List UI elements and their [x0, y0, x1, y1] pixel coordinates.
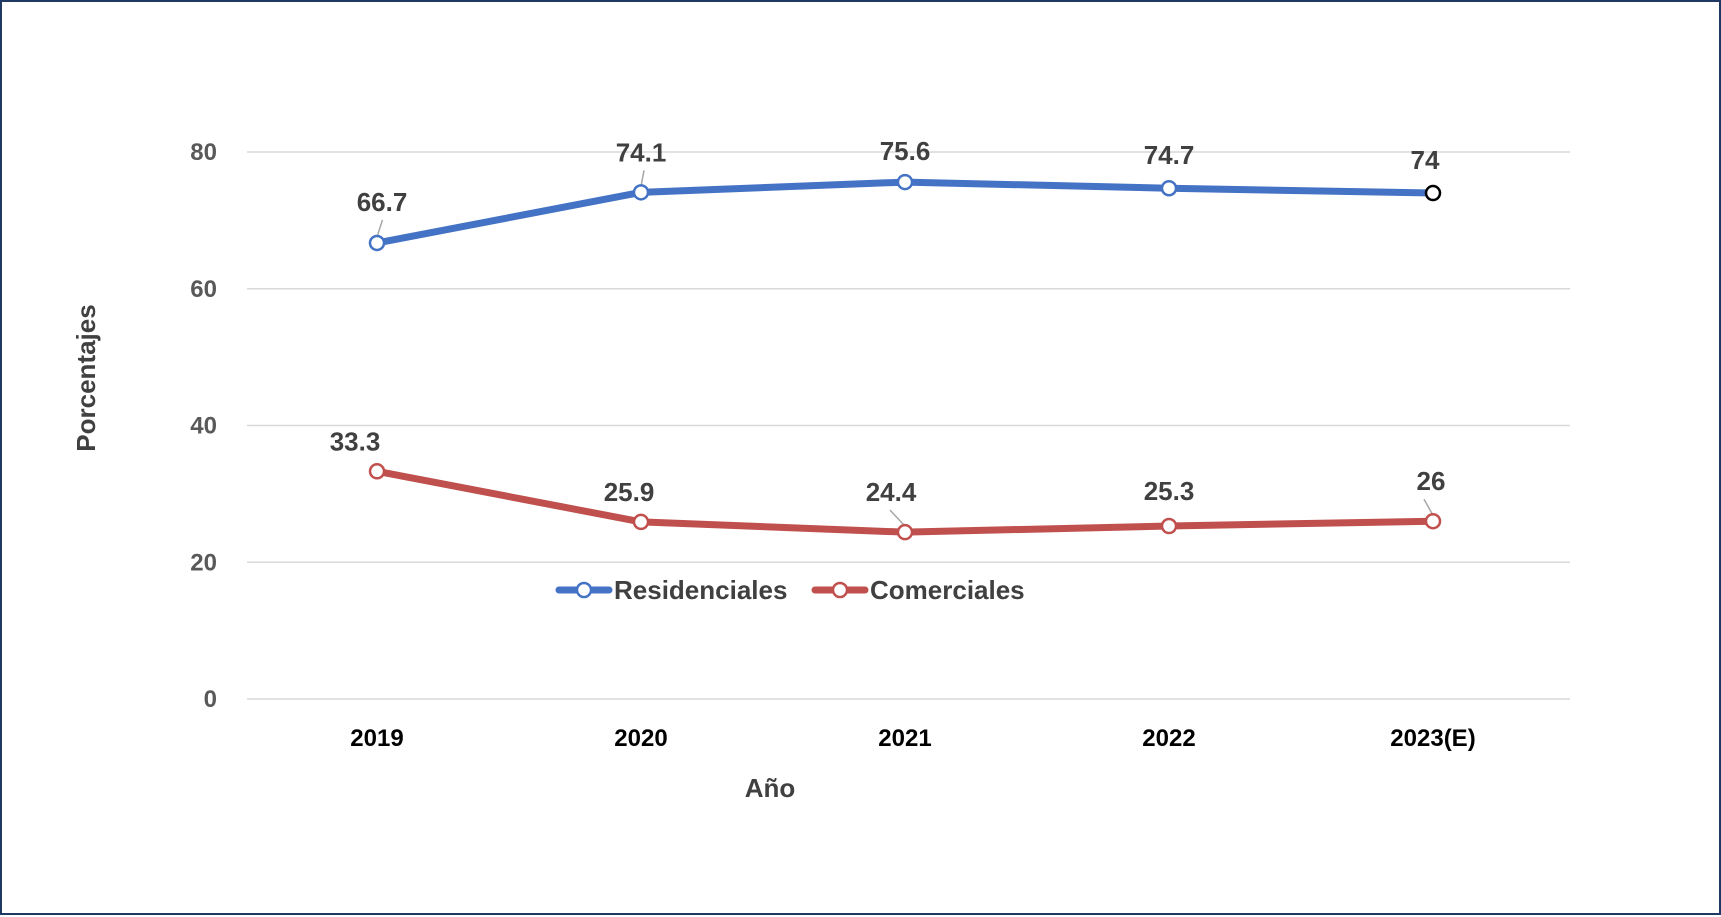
- data-point: [632, 513, 650, 531]
- legend-swatch-marker: [831, 581, 849, 599]
- data-point: [896, 173, 914, 191]
- data-label: 74.7: [1144, 140, 1195, 170]
- y-tick-label: 80: [190, 139, 217, 166]
- data-point: [1424, 512, 1442, 530]
- legend-label: Residenciales: [614, 575, 787, 605]
- legend: Residenciales Comerciales: [555, 575, 1025, 605]
- y-axis-title: Porcentajes: [71, 304, 101, 451]
- data-label: 26: [1417, 466, 1446, 496]
- series-points: [368, 173, 1442, 541]
- data-point: [632, 184, 650, 201]
- y-tick-label: 60: [190, 276, 217, 303]
- data-label: 74: [1411, 145, 1440, 175]
- x-tick-label: 2023(E): [1390, 725, 1475, 752]
- legend-label: Comerciales: [870, 575, 1025, 605]
- label-leader-lines: [376, 170, 1434, 527]
- data-point: [368, 234, 386, 252]
- data-point: [896, 523, 914, 541]
- data-label: 33.3: [330, 426, 381, 456]
- leader-line: [889, 509, 906, 527]
- data-label: 25.9: [604, 477, 655, 507]
- leader-line: [640, 170, 645, 187]
- gridlines: [247, 151, 1570, 700]
- x-tick-label: 2020: [614, 725, 667, 752]
- y-tick-label: 20: [190, 549, 217, 576]
- data-label: 75.6: [880, 136, 931, 166]
- x-axis-title: Año: [745, 773, 796, 803]
- y-tick-label: 0: [204, 686, 217, 713]
- data-point: [368, 463, 386, 480]
- data-point: [1160, 179, 1178, 197]
- data-point: [1160, 517, 1178, 535]
- data-label: 24.4: [866, 477, 917, 507]
- data-label: 25.3: [1144, 476, 1195, 506]
- x-tick-label: 2019: [350, 725, 403, 752]
- y-axis-ticks: 0 20 40 60 80: [190, 139, 217, 713]
- data-labels: 66.7 74.1 75.6 74.7 74 33.3 25.9 24.4 25.3 26: [330, 136, 1446, 507]
- data-label: 74.1: [616, 137, 667, 167]
- leader-line: [1423, 498, 1434, 516]
- x-tick-label: 2021: [878, 725, 931, 752]
- series-line-residenciales: [373, 178, 1437, 247]
- data-point: [1424, 184, 1442, 202]
- x-tick-label: 2022: [1142, 725, 1195, 752]
- data-label: 66.7: [357, 187, 408, 217]
- leader-line: [376, 219, 384, 238]
- y-tick-label: 40: [190, 413, 217, 440]
- x-axis-ticks: 2019 2020 2021 2022 2023(E): [350, 725, 1475, 752]
- legend-item-residenciales: Residenciales: [555, 575, 787, 605]
- legend-swatch-marker: [575, 581, 593, 599]
- legend-item-comerciales: Comerciales: [811, 575, 1025, 605]
